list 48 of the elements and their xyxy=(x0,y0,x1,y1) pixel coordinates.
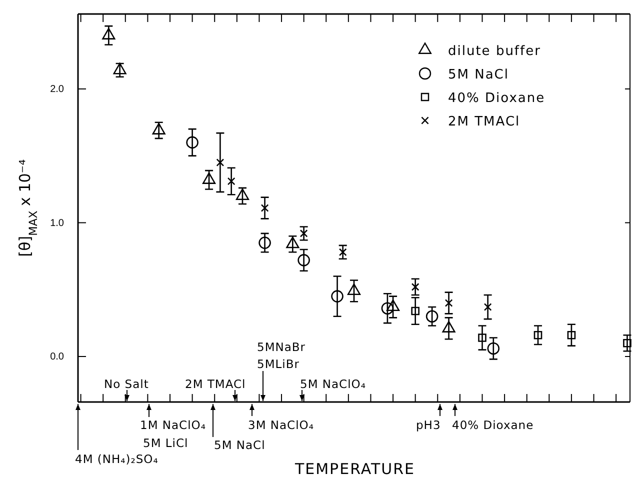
annotation: 5M NaClO₄ xyxy=(300,377,366,391)
point xyxy=(478,334,486,342)
legend-label: dilute buffer xyxy=(448,44,541,59)
y-tick-label: 0.0 xyxy=(50,352,64,363)
point xyxy=(331,290,344,302)
annotation: 2M TMACl xyxy=(185,377,246,391)
annotation: 5MLiBr xyxy=(257,357,300,371)
annotation: No Salt xyxy=(104,377,149,391)
text: 5M LiCl xyxy=(143,436,188,450)
text: pH3 xyxy=(416,418,441,432)
point xyxy=(258,236,271,249)
text: 5M NaCl xyxy=(214,438,266,452)
annotation: 5MNaBr xyxy=(257,340,306,354)
point xyxy=(411,306,420,316)
point xyxy=(347,284,361,295)
y-tick-label: 1.0 xyxy=(50,218,64,229)
text: 3M NaClO₄ xyxy=(248,418,314,432)
point xyxy=(186,136,198,149)
point xyxy=(227,177,236,186)
point xyxy=(298,254,310,266)
legend-label: 2M TMACl xyxy=(448,114,520,130)
legend-label: 5M NaCl xyxy=(448,68,509,82)
point xyxy=(236,188,250,200)
point xyxy=(381,302,394,314)
point xyxy=(152,122,166,134)
point xyxy=(202,172,216,184)
text: 4M (NH₄)₂SO₄ xyxy=(75,452,158,466)
point xyxy=(623,338,632,348)
point xyxy=(411,282,420,291)
point xyxy=(260,204,269,212)
point xyxy=(484,303,492,311)
point xyxy=(534,330,542,340)
y-tick-label: 2.0 xyxy=(50,84,64,96)
legend-label: 40% Dioxane xyxy=(448,91,546,106)
point xyxy=(426,310,438,323)
point xyxy=(444,299,453,307)
point xyxy=(338,248,347,256)
x-axis-title: TEMPERATURE xyxy=(294,460,416,478)
point xyxy=(567,330,576,340)
point xyxy=(286,236,300,248)
point xyxy=(113,62,126,74)
point xyxy=(216,158,224,166)
point xyxy=(487,342,500,355)
text: 40% Dioxane xyxy=(452,418,534,432)
text: 1M NaClO₄ xyxy=(140,418,206,432)
point xyxy=(102,28,116,40)
point xyxy=(300,229,308,238)
point xyxy=(386,300,400,312)
